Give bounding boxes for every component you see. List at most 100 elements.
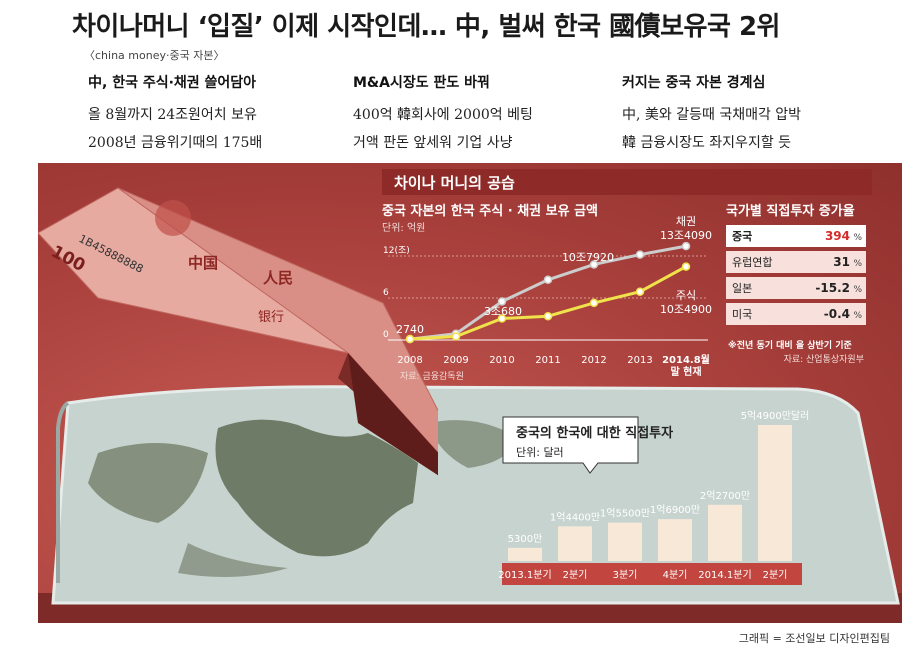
table-row — [726, 303, 866, 325]
data-point — [451, 332, 461, 341]
table-country: 중국 — [732, 230, 752, 243]
data-label: 2740 — [396, 323, 424, 336]
bar-chart-title: 중국의 한국에 대한 직접투자 — [516, 425, 673, 441]
table-footnote: ※전년 동기 대비 올 상반기 기준 — [728, 339, 852, 351]
bar-chart-unit: 단위: 달러 — [516, 446, 564, 459]
bar — [558, 526, 592, 561]
table-value: -15.2 — [815, 281, 850, 295]
bar-value-label: 1억6900만 — [650, 504, 700, 516]
banner-title: 차이나 머니의 공습 — [394, 174, 515, 192]
x-tick-label: 2010 — [489, 355, 514, 366]
bar-category-label: 4분기 — [663, 569, 688, 581]
x-tick-label: 2009 — [443, 355, 468, 366]
summary-column-3: 커지는 중국 자본 경계심 中, 美와 갈등때 국채매각 압박 韓 금융시장도 … — [622, 72, 872, 157]
map-curl — [56, 401, 70, 583]
table-value: 31 — [833, 255, 850, 269]
summary-title: 中, 한국 주식·채권 쓸어담아 — [88, 75, 257, 91]
table-unit: % — [853, 233, 862, 243]
summary-line: 2008년 금융위기때의 175배 — [88, 135, 263, 151]
bar-category-label: 2013.1분기 — [498, 569, 551, 581]
data-point — [543, 311, 553, 321]
series-value-label: 13조4090 — [660, 229, 712, 242]
table-country: 유럽연합 — [732, 255, 772, 269]
x-tick-label: 2013 — [627, 355, 652, 366]
x-tick-label: 2011 — [535, 355, 560, 366]
data-point — [635, 287, 645, 296]
data-point — [497, 314, 507, 323]
summary-title: 커지는 중국 자본 경계심 — [622, 75, 766, 91]
charts-layer: 차이나 머니의 공습 중국 자본의 한국 주식 · 채권 보유 금액 단위: 억… — [382, 169, 872, 585]
summary-column-1: 中, 한국 주식·채권 쓸어담아 올 8월까지 24조원어치 보유 2008년 … — [88, 72, 338, 157]
bar — [758, 425, 792, 561]
y-tick-label: 12(조) — [383, 246, 410, 256]
data-point — [681, 241, 691, 251]
x-tick-label: 2008 — [397, 355, 422, 366]
bar — [508, 547, 542, 561]
banknote-text: 银行 — [258, 310, 284, 325]
bar-chart: 중국의 한국에 대한 직접투자 단위: 달러 5300만 2013.1분기 1억44… — [498, 410, 809, 585]
china-coast — [88, 443, 208, 523]
data-point — [589, 298, 599, 308]
summary-line: 韓 금융시장도 좌지우지할 듯 — [622, 135, 792, 151]
bar-chart-callout — [502, 416, 639, 474]
bar — [708, 504, 742, 561]
data-point — [681, 262, 691, 271]
series-value-label: 10조4900 — [660, 303, 712, 316]
bar — [658, 519, 692, 561]
data-point — [635, 250, 645, 259]
headline: 차이나머니 ‘입질’ 이제 시작인데… 中, 벌써 한국 國債보유국 2위 — [72, 12, 780, 42]
y-tick-label: 6 — [383, 288, 389, 298]
table-country: 일본 — [732, 281, 752, 295]
series-line-채권 — [409, 244, 687, 341]
bar-value-label: 5300만 — [508, 533, 543, 545]
bar-value-label: 1억5500만 — [600, 508, 650, 520]
data-point — [405, 334, 415, 344]
data-point — [497, 297, 507, 306]
map-land — [178, 543, 288, 577]
series-name-label: 채권 — [676, 215, 696, 228]
bar-category-label: 2분기 — [763, 569, 788, 581]
summary-column-2: M&A시장도 판도 바꿔 400억 韓회사에 2000억 베팅 거액 판돈 앞세… — [353, 72, 603, 157]
chart-unit: 단위: 억원 — [382, 221, 425, 234]
table-title: 국가별 직접투자 증가율 — [726, 203, 855, 219]
summary-title: M&A시장도 판도 바꿔 — [353, 75, 490, 91]
bar-value-label: 5억4900만달러 — [741, 410, 810, 422]
table-row — [726, 225, 866, 247]
table-unit: % — [853, 311, 862, 321]
x-tick-label: 말 현재 — [670, 365, 701, 378]
credit: 그래픽 = 조선일보 디자인편집팀 — [738, 632, 890, 645]
table-source: 자료: 산업통상자원부 — [784, 354, 864, 365]
data-label: 10조7920 — [562, 251, 614, 264]
bar-category-label: 2014.1분기 — [698, 569, 751, 581]
summary-line: 올 8월까지 24조원어치 보유 — [88, 107, 257, 123]
table-country: 미국 — [732, 308, 752, 321]
sub-caption: 〈china money·중국 자본〉 — [84, 49, 225, 62]
korean-peninsula — [215, 419, 418, 557]
data-point — [589, 260, 599, 269]
table-value: 394 — [825, 229, 850, 243]
infographic-panel: 中国 人民 银行 100 1B45888888 차이나 머니의 공습 중국 자본… — [38, 163, 902, 623]
growth-table: 국가별 직접투자 증가율 ※전년 동기 대비 올 상반기 기준 자료: 산업통상… — [726, 203, 866, 365]
summary-line: 거액 판돈 앞세워 기업 사냥 — [353, 135, 513, 151]
data-point — [543, 275, 553, 285]
series-name-label: 주식 — [676, 289, 696, 302]
x-tick-label: 2014.8월 — [662, 354, 710, 366]
bar-value-label: 2억2700만 — [700, 490, 750, 502]
table-row — [726, 251, 866, 273]
plane-tail-shadow — [348, 353, 438, 476]
bar-category-label: 2분기 — [563, 569, 588, 581]
table-unit: % — [853, 285, 862, 295]
summary-line: 400억 韓회사에 2000억 베팅 — [353, 107, 533, 123]
table-row — [726, 277, 866, 299]
japan-island — [428, 420, 518, 468]
paper-airplane-banknote: 中国 人民 银行 100 1B45888888 — [38, 187, 438, 476]
y-tick-label: 0 — [383, 330, 389, 340]
banknote-text: 中国 — [188, 254, 218, 272]
chart-source: 자료: 금융감독원 — [400, 370, 464, 382]
banknote-text: 人民 — [263, 269, 293, 287]
line-chart: 중국 자본의 한국 주식 · 채권 보유 금액 단위: 억원 자료: 금융감독원… — [382, 203, 712, 382]
table-value: -0.4 — [824, 307, 850, 321]
summary-line: 中, 美와 갈등때 국채매각 압박 — [622, 107, 802, 123]
bar-value-label: 1억4400만 — [550, 511, 600, 523]
data-label: 3조680 — [484, 305, 522, 318]
